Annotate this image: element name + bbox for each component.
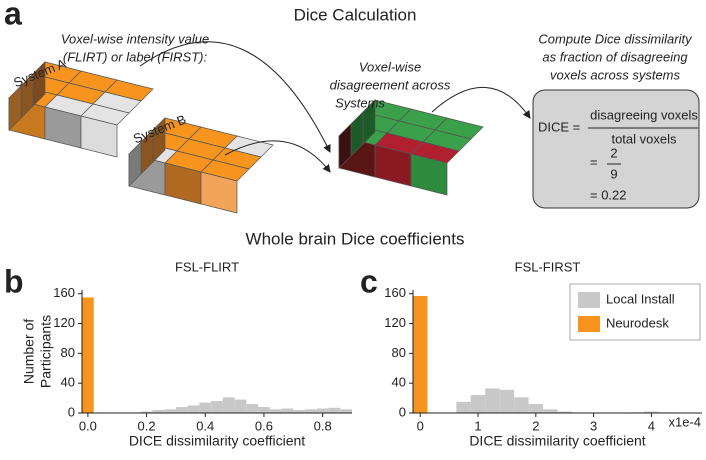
x-tick-label: 4 <box>648 418 655 433</box>
y-tick-label: 120 <box>53 315 75 330</box>
panel-label: a <box>4 0 22 31</box>
bar <box>175 407 188 413</box>
arrow <box>224 140 331 173</box>
bar <box>187 405 200 413</box>
bar <box>211 401 223 413</box>
legend-label: Neurodesk <box>606 315 669 330</box>
voxel-grids <box>8 61 484 214</box>
y-tick-label: 80 <box>61 345 75 360</box>
y-axis-label: Participants <box>38 315 54 388</box>
x-tick-label: 2 <box>532 418 539 433</box>
formula-box <box>532 89 700 209</box>
bar <box>199 402 212 413</box>
voxel-face <box>338 123 352 169</box>
bar <box>514 397 529 413</box>
voxel-face <box>410 153 448 196</box>
input-label: (FLIRT) or label (FIRST): <box>63 49 208 64</box>
bar <box>281 408 294 413</box>
bar <box>413 295 428 413</box>
disagreement-label: disagreement across <box>330 77 451 92</box>
section-title: Whole brain Dice coefficients <box>246 229 465 248</box>
y-tick-label: 120 <box>384 315 406 330</box>
bar <box>316 408 329 413</box>
legend-label: Local Install <box>606 291 675 306</box>
y-axis-label: Number of <box>21 319 37 384</box>
bar <box>140 411 153 413</box>
compute-label: as fraction of disagreeing <box>542 49 688 64</box>
compute-label: Compute Dice dissimilarity <box>538 31 693 46</box>
x-tick-label: 0.6 <box>255 418 273 433</box>
x-tick-label: 0.8 <box>314 418 332 433</box>
x-tick-label: 0.4 <box>196 418 214 433</box>
bar <box>340 409 352 413</box>
chart-title: FSL-FLIRT <box>175 259 239 274</box>
formula-text: disagreeing voxels <box>590 107 698 122</box>
disagreement-label: Systems <box>335 95 385 110</box>
y-tick-label: 40 <box>392 375 406 390</box>
bar <box>164 409 176 413</box>
bar <box>293 410 306 413</box>
disagreement-label: Voxel-wise <box>359 59 421 74</box>
formula-text: = 0.22 <box>590 187 627 202</box>
x-axis-label: DICE dissimilarity coefficient <box>469 433 645 449</box>
bar <box>305 409 317 413</box>
bar <box>499 389 515 413</box>
bar <box>557 411 572 413</box>
chart-title: FSL-FIRST <box>515 259 581 274</box>
x-tick-label: 1 <box>474 418 481 433</box>
bar <box>328 407 341 413</box>
bar <box>470 395 486 413</box>
y-tick-label: 0 <box>68 404 75 419</box>
panel-label: c <box>360 263 378 299</box>
bar <box>528 404 544 413</box>
legend-swatch <box>578 292 600 308</box>
bar <box>152 410 165 413</box>
x-tick-label: 0 <box>417 418 424 433</box>
voxel-face <box>8 85 22 131</box>
x-scale-label: x1e-4 <box>668 414 701 429</box>
bar <box>269 409 282 413</box>
legend-swatch <box>578 316 600 332</box>
voxel-face <box>128 141 142 187</box>
y-tick-label: 40 <box>61 375 75 390</box>
y-tick-label: 80 <box>392 345 406 360</box>
diagram-title: Dice Calculation <box>294 5 417 24</box>
voxel-face <box>80 115 118 158</box>
formula-text: DICE = <box>538 119 580 134</box>
x-tick-label: 0.0 <box>79 418 97 433</box>
x-axis-label: DICE dissimilarity coefficient <box>129 433 305 449</box>
voxel-face <box>200 171 238 214</box>
formula-text: = <box>590 154 598 169</box>
arrow <box>139 41 331 153</box>
bar <box>246 404 259 413</box>
x-tick-label: 3 <box>590 418 597 433</box>
bar <box>234 399 247 413</box>
y-tick-label: 160 <box>384 285 406 300</box>
panel-label: b <box>4 263 24 299</box>
formula-text: 2 <box>610 145 617 160</box>
y-tick-label: 160 <box>53 285 75 300</box>
compute-label: voxels across systems <box>550 67 681 82</box>
formula-text: 9 <box>610 166 617 181</box>
bar <box>543 409 558 413</box>
bar <box>456 401 471 413</box>
y-tick-label: 0 <box>399 404 406 419</box>
input-label: Voxel-wise intensity value <box>61 31 209 46</box>
arrow <box>431 87 531 119</box>
bar <box>258 407 270 413</box>
bar <box>644 411 659 413</box>
bar <box>485 388 500 413</box>
bar <box>222 397 235 413</box>
bar <box>82 297 94 413</box>
formula-text: total voxels <box>611 131 677 146</box>
x-tick-label: 0.2 <box>138 418 156 433</box>
